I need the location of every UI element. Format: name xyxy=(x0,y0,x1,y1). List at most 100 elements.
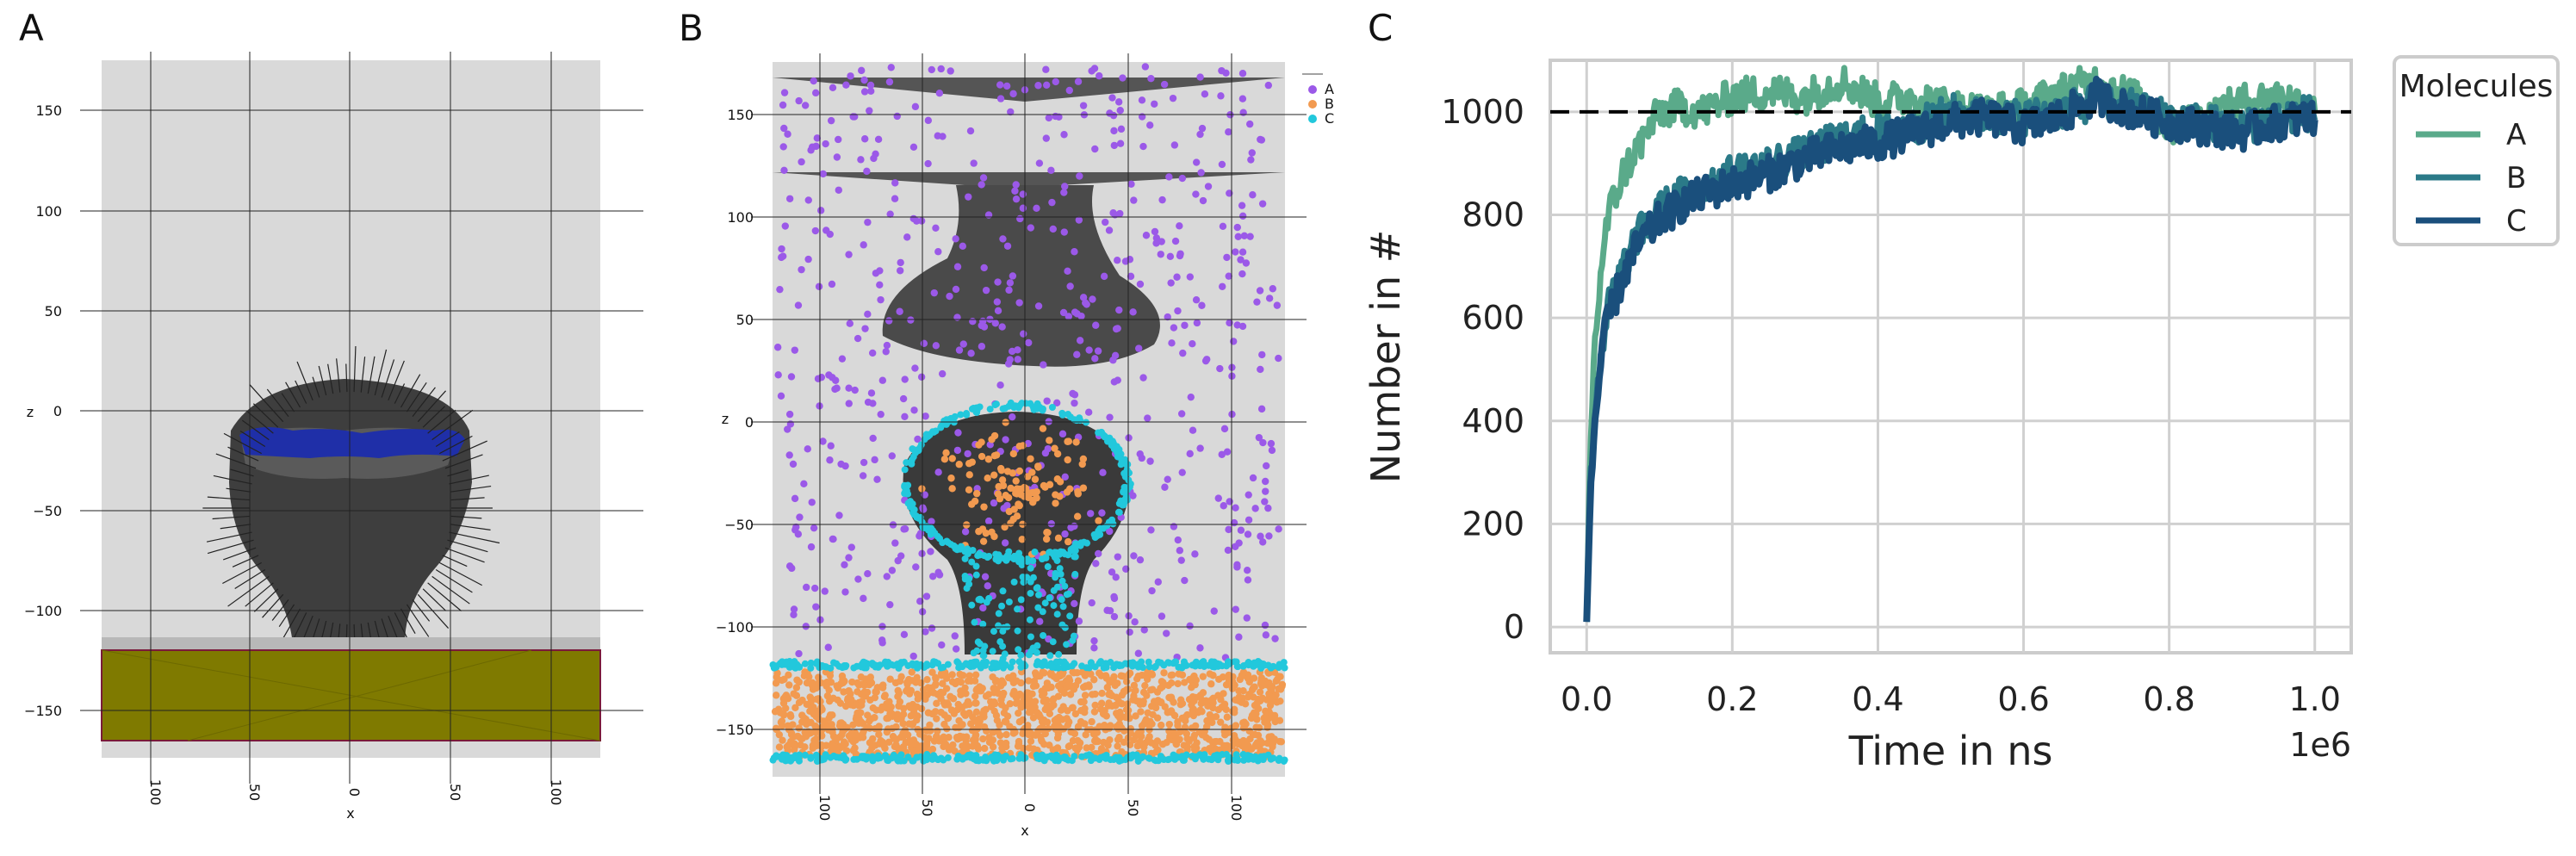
species-b-point xyxy=(990,471,998,479)
spine xyxy=(239,430,266,447)
species-b-point xyxy=(1034,463,1042,471)
species-b-point xyxy=(1212,737,1220,746)
x-tick-label: 0.0 xyxy=(1561,680,1612,718)
species-a-point xyxy=(994,278,1002,286)
species-a-point xyxy=(1065,313,1073,320)
species-b-point xyxy=(1258,682,1266,690)
species-b-point xyxy=(1078,460,1086,468)
top-plate xyxy=(773,78,1285,102)
species-b-point xyxy=(875,723,883,730)
species-a-point xyxy=(947,67,954,75)
species-c-point xyxy=(1058,577,1066,585)
species-b-point xyxy=(778,717,786,725)
species-a-point xyxy=(851,386,859,394)
species-a-point xyxy=(870,154,878,163)
species-b-point xyxy=(1253,716,1261,723)
species-b-point xyxy=(821,679,829,687)
species-c-point xyxy=(969,547,977,555)
species-a-point xyxy=(1014,356,1021,363)
species-a-point xyxy=(1189,426,1197,434)
species-c-point xyxy=(807,659,815,667)
species-c-point xyxy=(1046,652,1054,660)
species-b-point xyxy=(1256,688,1264,696)
species-b-point xyxy=(1053,475,1062,483)
species-c-point xyxy=(807,664,815,672)
species-a-point xyxy=(858,66,866,75)
species-a-point xyxy=(1271,635,1279,642)
species-a-point xyxy=(1174,307,1182,315)
species-a-point xyxy=(930,288,938,297)
species-b-point xyxy=(940,456,949,463)
species-a-point xyxy=(1105,226,1114,234)
species-a-point xyxy=(800,480,808,488)
species-c-point xyxy=(1129,659,1137,667)
species-a-point xyxy=(1108,568,1116,576)
species-a-point xyxy=(835,512,843,519)
species-b-point xyxy=(1039,425,1047,432)
species-b-point xyxy=(1081,692,1089,699)
spine xyxy=(249,384,284,423)
y-tick-label: −50 xyxy=(724,517,754,533)
species-a-point xyxy=(922,628,929,636)
species-c-point xyxy=(908,500,916,508)
species-a-point xyxy=(899,394,908,403)
species-a-point xyxy=(1034,82,1042,90)
species-b-point xyxy=(1137,708,1145,716)
species-a-point xyxy=(928,65,935,74)
species-b-point xyxy=(1056,493,1064,500)
species-a-point xyxy=(1025,338,1033,347)
species-b-point xyxy=(1131,687,1139,695)
species-a-point xyxy=(1015,299,1023,307)
species-b-point xyxy=(801,743,809,751)
species-a-point xyxy=(1058,430,1067,438)
spine xyxy=(435,431,460,447)
species-c-point xyxy=(1225,757,1232,765)
species-b-point xyxy=(1065,437,1073,445)
species-a-point xyxy=(907,316,915,324)
species-a-point xyxy=(1267,439,1276,448)
species-b-point xyxy=(984,691,993,698)
species-c-point xyxy=(1044,563,1052,571)
species-b-point xyxy=(826,711,835,719)
species-a-point xyxy=(885,78,894,86)
species-c-point xyxy=(938,422,946,430)
species-c-point xyxy=(1267,755,1275,763)
species-a-point xyxy=(1052,399,1061,406)
species-a-point xyxy=(1192,158,1201,166)
species-a-point xyxy=(1041,449,1050,457)
species-b-point xyxy=(947,692,954,701)
species-c-point xyxy=(1100,524,1108,532)
species-a-point xyxy=(980,323,989,331)
species-a-point xyxy=(1240,232,1249,240)
y-tick-label: −100 xyxy=(24,603,62,619)
species-a-point xyxy=(922,592,931,600)
species-a-point xyxy=(1061,473,1069,481)
species-a-point xyxy=(924,116,933,125)
spine xyxy=(227,575,270,607)
species-c-point xyxy=(1034,584,1041,592)
species-a-point xyxy=(860,241,867,249)
species-a-point xyxy=(1199,196,1207,205)
species-a-point xyxy=(1154,578,1162,586)
species-b-point xyxy=(1165,720,1173,729)
species-b-point xyxy=(1203,723,1211,730)
species-a-point xyxy=(1091,145,1099,153)
species-c-point xyxy=(1066,612,1074,620)
species-a-point xyxy=(1140,626,1148,634)
species-c-point xyxy=(1191,754,1199,762)
species-b-point xyxy=(845,732,853,740)
species-c-point xyxy=(1029,574,1037,581)
species-a-point xyxy=(1196,644,1204,652)
species-a-point xyxy=(864,218,872,226)
species-a-point xyxy=(1225,128,1232,136)
species-a-point xyxy=(1157,251,1164,258)
species-c-point xyxy=(1033,751,1040,759)
species-a-point xyxy=(829,535,837,543)
species-c-point xyxy=(981,642,989,650)
species-a-point xyxy=(1074,78,1083,85)
species-a-point xyxy=(833,153,841,161)
species-a-point xyxy=(1147,74,1155,83)
species-a-point xyxy=(1090,636,1098,645)
species-b-point xyxy=(845,686,853,695)
legend-label: C xyxy=(2506,204,2527,239)
